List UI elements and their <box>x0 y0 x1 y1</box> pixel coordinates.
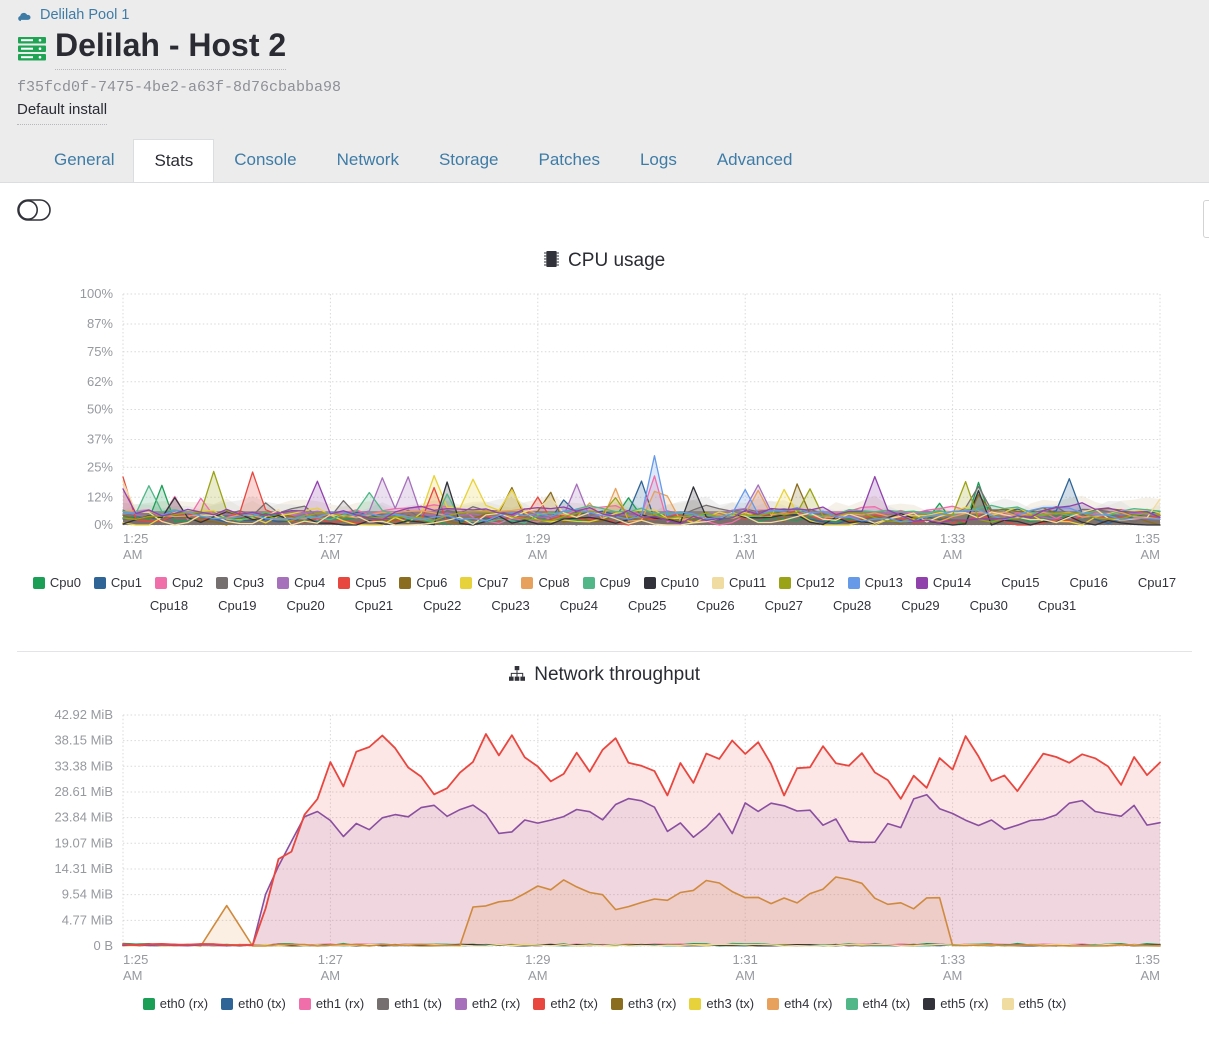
svg-text:AM: AM <box>123 968 143 983</box>
svg-text:1:29: 1:29 <box>525 531 550 546</box>
svg-text:37%: 37% <box>87 432 113 447</box>
svg-text:1:29: 1:29 <box>525 952 550 967</box>
svg-text:1:35: 1:35 <box>1135 952 1160 967</box>
svg-text:33.38 MiB: 33.38 MiB <box>54 758 113 773</box>
svg-text:1:27: 1:27 <box>318 952 343 967</box>
svg-text:25%: 25% <box>87 459 113 474</box>
svg-text:1:31: 1:31 <box>733 531 758 546</box>
svg-text:75%: 75% <box>87 344 113 359</box>
svg-text:1:33: 1:33 <box>940 531 965 546</box>
svg-text:AM: AM <box>735 968 755 983</box>
svg-text:AM: AM <box>943 968 963 983</box>
svg-text:1:25: 1:25 <box>123 531 148 546</box>
svg-text:38.15 MiB: 38.15 MiB <box>54 733 113 748</box>
svg-text:0 B: 0 B <box>93 938 113 953</box>
svg-text:AM: AM <box>321 968 341 983</box>
svg-text:AM: AM <box>528 968 548 983</box>
svg-text:AM: AM <box>1141 968 1161 983</box>
svg-text:0%: 0% <box>94 517 113 532</box>
svg-text:AM: AM <box>943 547 963 562</box>
svg-text:100%: 100% <box>80 286 114 301</box>
svg-text:1:31: 1:31 <box>733 952 758 967</box>
svg-text:28.61 MiB: 28.61 MiB <box>54 784 113 799</box>
svg-text:1:25: 1:25 <box>123 952 148 967</box>
svg-text:AM: AM <box>735 547 755 562</box>
svg-text:9.54 MiB: 9.54 MiB <box>62 887 113 902</box>
svg-text:AM: AM <box>321 547 341 562</box>
svg-text:1:35: 1:35 <box>1135 531 1160 546</box>
svg-text:1:33: 1:33 <box>940 952 965 967</box>
svg-text:1:27: 1:27 <box>318 531 343 546</box>
svg-text:12%: 12% <box>87 489 113 504</box>
svg-text:19.07 MiB: 19.07 MiB <box>54 835 113 850</box>
svg-text:AM: AM <box>528 547 548 562</box>
svg-text:50%: 50% <box>87 402 113 417</box>
svg-text:87%: 87% <box>87 316 113 331</box>
svg-text:14.31 MiB: 14.31 MiB <box>54 861 113 876</box>
svg-text:AM: AM <box>123 547 143 562</box>
svg-text:62%: 62% <box>87 374 113 389</box>
svg-text:42.92 MiB: 42.92 MiB <box>54 707 113 722</box>
svg-text:4.77 MiB: 4.77 MiB <box>62 912 113 927</box>
svg-text:AM: AM <box>1141 547 1161 562</box>
svg-text:23.84 MiB: 23.84 MiB <box>54 810 113 825</box>
